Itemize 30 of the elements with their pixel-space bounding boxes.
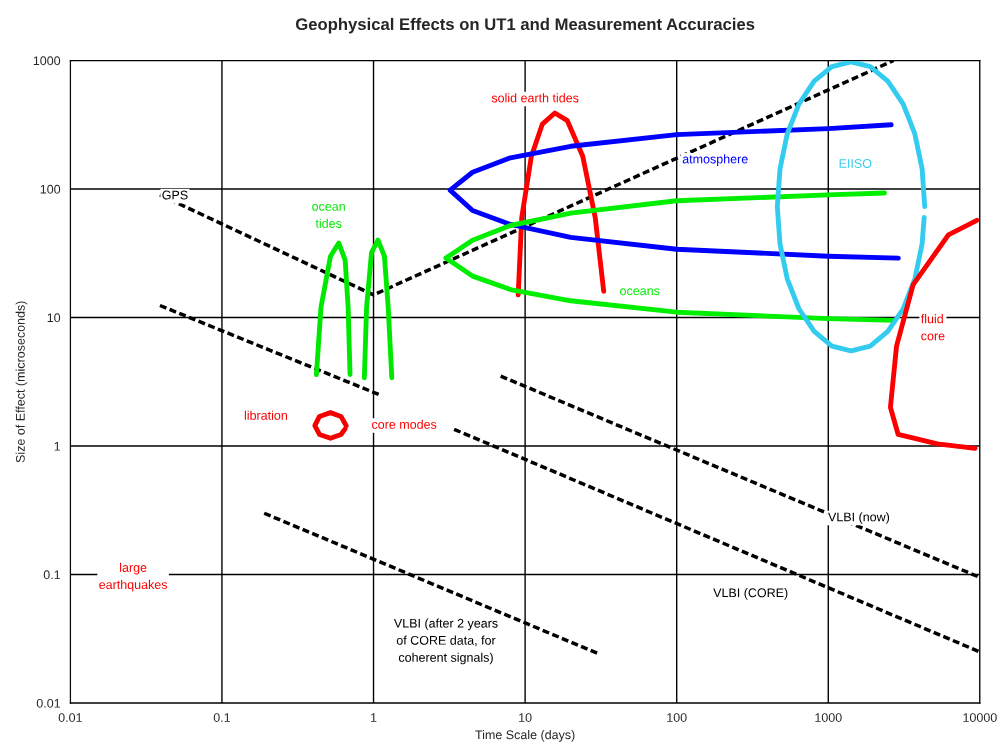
series-label: fluid core [920, 314, 945, 341]
line-series [312, 410, 349, 441]
x-tick-label: 10000 [963, 713, 997, 722]
annotation: large earthquakes [99, 562, 168, 592]
series-label: ocean tides [312, 203, 345, 228]
y-tick-label: 0.01 [36, 698, 61, 708]
x-tick-label: 0.1 [213, 713, 231, 722]
series-label: oceans [620, 288, 660, 296]
y-axis-title: Size of Effect (microseconds) [15, 301, 28, 463]
series-label: atmosphere [682, 154, 748, 166]
chart-title: Geophysical Effects on UT1 and Measurement Accuracies [295, 17, 755, 34]
y-tick-label: 1000 [33, 56, 61, 66]
y-tick-label: 0.1 [43, 570, 61, 580]
x-tick-label: 10 [519, 713, 532, 722]
x-tick-label: 100 [667, 713, 687, 722]
series-label: VLBI (now) [828, 512, 890, 524]
annotation: core modes [372, 419, 437, 429]
series-label: solid earth tides [491, 93, 579, 103]
x-tick-label: 1000 [815, 713, 842, 722]
x-tick-label: 0.01 [58, 713, 82, 722]
text: EIISO [839, 159, 872, 168]
series-label: VLBI (after 2 years of CORE data, for coherent signals) [393, 618, 498, 665]
x-axis-title: Time Scale (days) [475, 730, 575, 742]
x-tick-label: 1 [371, 713, 377, 722]
series-label: GPS [162, 190, 188, 200]
y-tick-label: 1 [54, 441, 61, 451]
series-label: VLBI (CORE) [713, 588, 788, 600]
text: libration [244, 410, 287, 420]
y-tick-label: 10 [47, 313, 61, 323]
y-tick-label: 100 [40, 184, 61, 194]
